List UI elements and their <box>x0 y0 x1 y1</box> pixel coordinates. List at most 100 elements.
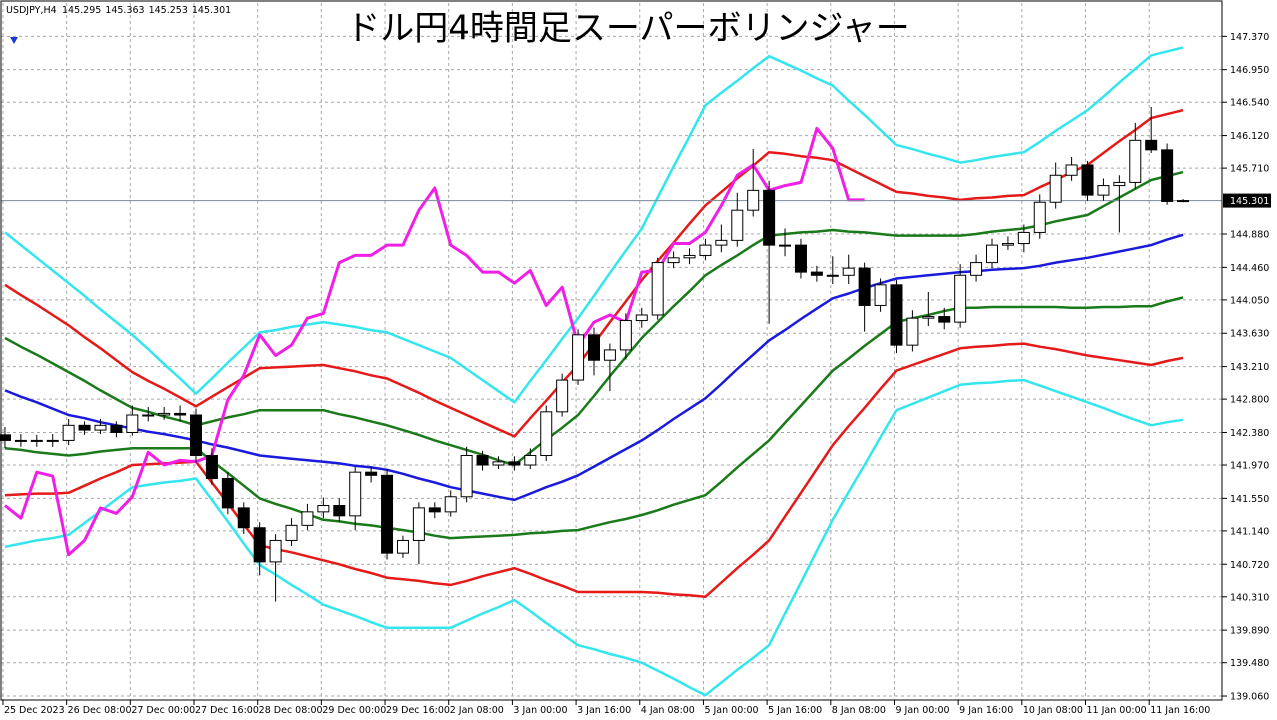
candle-body <box>731 209 744 241</box>
x-tick-label: 3 Jan 00:00 <box>513 705 567 716</box>
y-tick-label: 143.630 <box>1230 329 1269 340</box>
candle-body <box>444 496 457 513</box>
header-value: 145.295 <box>62 5 101 16</box>
candle-body <box>365 471 378 476</box>
symbol: USDJPY,H4 <box>6 5 57 16</box>
y-tick-label: 146.540 <box>1230 98 1269 109</box>
y-tick-label: 140.310 <box>1230 592 1269 603</box>
header-value: 145.363 <box>105 5 144 16</box>
header-values: 145.295 145.363 145.253 145.301 <box>62 5 231 16</box>
candle-body <box>30 439 43 442</box>
candle-body <box>572 334 585 381</box>
candle-body <box>0 434 11 441</box>
candle-body <box>906 317 919 346</box>
candle-body <box>221 478 234 509</box>
candle-layer <box>0 106 1190 602</box>
candle-body <box>588 334 600 361</box>
candle-body <box>110 424 123 433</box>
candle-body <box>540 411 553 456</box>
candle-body <box>508 461 521 466</box>
band-line <box>4 126 865 557</box>
candle-body <box>190 414 202 456</box>
candle-body <box>46 439 59 442</box>
x-tick-label: 29 Dec 16:00 <box>386 705 450 716</box>
candle-body <box>619 320 632 351</box>
marker-icon <box>10 37 18 44</box>
candle-body <box>635 314 648 322</box>
y-tick-label: 147.370 <box>1230 32 1269 43</box>
candle-body <box>667 257 680 264</box>
candle-body <box>1001 243 1014 246</box>
price-label-box <box>1223 193 1271 208</box>
candle-body <box>1017 231 1030 245</box>
candle-body <box>794 244 807 273</box>
plot-frame <box>0 0 1223 701</box>
y-tick-label: 146.120 <box>1230 131 1269 142</box>
y-tick-label: 142.380 <box>1230 428 1269 439</box>
candle-body <box>396 539 409 554</box>
candle-body <box>842 267 855 276</box>
candle-body <box>890 284 903 346</box>
candle-body <box>715 239 728 246</box>
candle-body <box>1129 139 1142 183</box>
candle-body <box>1177 200 1190 203</box>
candle-body <box>126 414 139 433</box>
x-tick-label: 28 Dec 08:00 <box>259 705 323 716</box>
band-line <box>4 342 1184 599</box>
y-tick-label: 140.720 <box>1230 560 1269 571</box>
candle-body <box>205 454 218 480</box>
candle-body <box>1145 139 1158 151</box>
x-tick-label: 26 Dec 08:00 <box>68 705 132 716</box>
candle-body <box>253 527 266 563</box>
candle-body <box>428 507 441 513</box>
candle-body <box>158 412 171 416</box>
candle-body <box>651 262 664 316</box>
candle-body <box>1081 164 1094 196</box>
candle-body <box>603 349 616 361</box>
y-tick-label: 139.060 <box>1230 692 1269 703</box>
candle-body <box>476 454 489 466</box>
candle-body <box>747 189 760 211</box>
candle-body <box>460 454 473 498</box>
x-tick-label: 3 Jan 16:00 <box>577 705 631 716</box>
x-tick-label: 2 Jan 08:00 <box>450 705 504 716</box>
x-tick-label: 10 Jan 08:00 <box>1023 705 1083 716</box>
candle-body <box>986 244 998 264</box>
candle-body <box>1113 181 1126 187</box>
candle-body <box>14 439 27 442</box>
y-tick-label: 144.460 <box>1230 263 1269 274</box>
candle-body <box>142 414 155 417</box>
candle-body <box>78 424 91 431</box>
candle-body <box>285 524 298 541</box>
price-label: 145.301 <box>1230 196 1269 207</box>
y-tick-label: 143.210 <box>1230 362 1269 373</box>
band-line <box>4 46 1184 404</box>
candle-body <box>1033 201 1046 233</box>
y-tick-label: 146.950 <box>1230 65 1269 76</box>
candle-body <box>524 454 537 466</box>
candle-body <box>763 189 776 246</box>
candle-body <box>874 284 887 306</box>
x-tick-label: 9 Jan 16:00 <box>959 705 1013 716</box>
candle-body <box>1097 185 1110 196</box>
x-tick-label: 4 Jan 08:00 <box>641 705 695 716</box>
candle-body <box>970 262 983 276</box>
candle-body <box>858 267 871 306</box>
candle-body <box>954 274 967 323</box>
x-tick-label: 9 Jan 00:00 <box>895 705 949 716</box>
x-tick-label: 5 Jan 16:00 <box>768 705 822 716</box>
candle-body <box>174 412 187 416</box>
x-tick-label: 5 Jan 00:00 <box>704 705 758 716</box>
candle-body <box>922 316 935 319</box>
candle-body <box>826 274 839 277</box>
candle-body <box>62 424 75 441</box>
candle-body <box>269 539 282 563</box>
x-tick-label: 27 Dec 00:00 <box>131 705 195 716</box>
header-value: 145.301 <box>192 5 231 16</box>
candle-body <box>779 244 792 247</box>
y-tick-label: 141.550 <box>1230 494 1269 505</box>
candle-body <box>412 507 425 541</box>
grid-layer <box>1 3 1222 700</box>
